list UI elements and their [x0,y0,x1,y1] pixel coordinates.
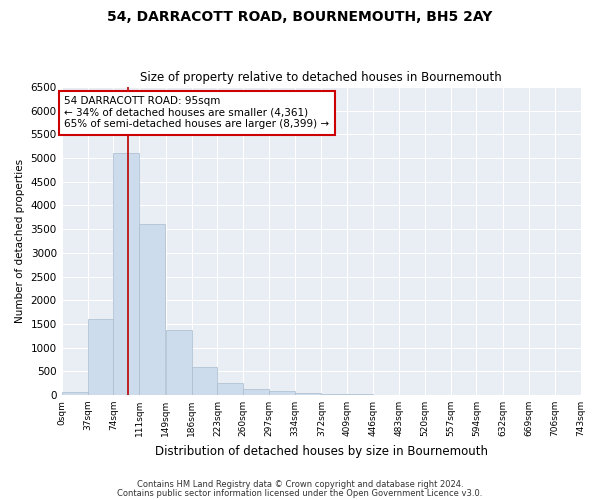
Bar [295,392,321,395]
Y-axis label: Number of detached properties: Number of detached properties [15,159,25,323]
Title: Size of property relative to detached houses in Bournemouth: Size of property relative to detached ho… [140,72,502,85]
Bar [62,392,88,395]
Bar [217,383,243,395]
Bar [191,368,217,395]
Bar [269,390,295,395]
Bar [139,224,165,395]
Bar [88,319,113,395]
Text: 54, DARRACOTT ROAD, BOURNEMOUTH, BH5 2AY: 54, DARRACOTT ROAD, BOURNEMOUTH, BH5 2AY [107,10,493,24]
Bar [322,394,347,395]
X-axis label: Distribution of detached houses by size in Bournemouth: Distribution of detached houses by size … [155,444,488,458]
Bar [113,154,139,395]
Text: Contains HM Land Registry data © Crown copyright and database right 2024.: Contains HM Land Registry data © Crown c… [137,480,463,489]
Text: 54 DARRACOTT ROAD: 95sqm
← 34% of detached houses are smaller (4,361)
65% of sem: 54 DARRACOTT ROAD: 95sqm ← 34% of detach… [64,96,329,130]
Bar [243,389,269,395]
Text: Contains public sector information licensed under the Open Government Licence v3: Contains public sector information licen… [118,488,482,498]
Bar [166,330,191,395]
